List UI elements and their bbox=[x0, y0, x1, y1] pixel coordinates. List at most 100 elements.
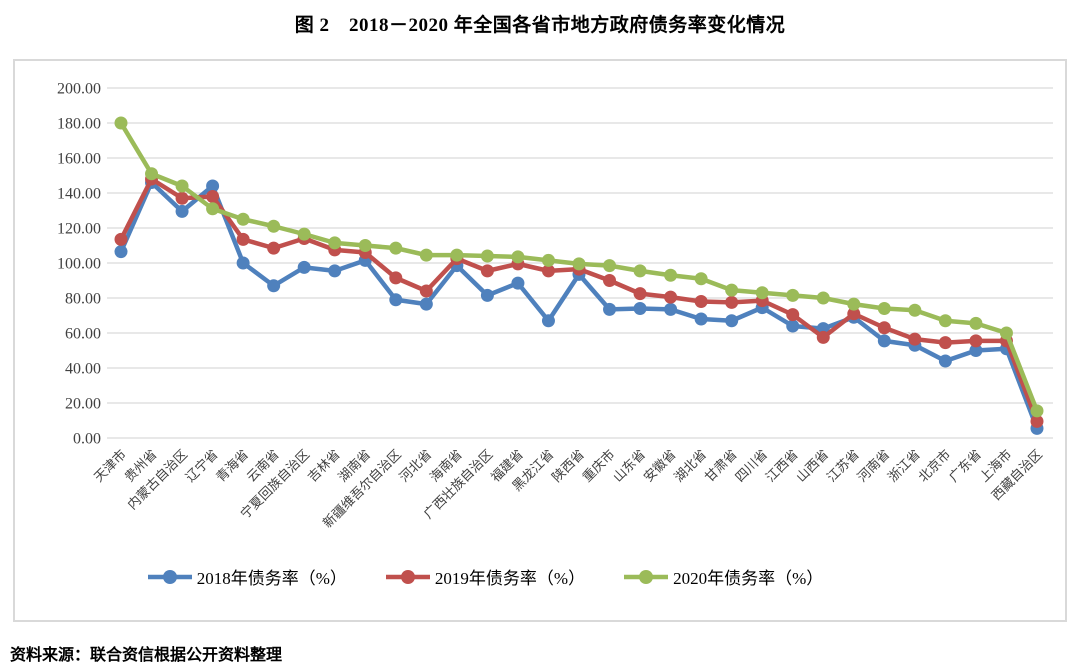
data-point-2018-新疆维吾尔自治区 bbox=[389, 293, 403, 307]
data-point-2020-湖南省 bbox=[358, 239, 372, 252]
data-point-2018-黑龙江省 bbox=[541, 314, 555, 328]
series-line-2019 bbox=[118, 176, 1040, 424]
data-point-2019-浙江省 bbox=[908, 332, 922, 346]
data-point-2018-天津市 bbox=[114, 245, 128, 259]
data-point-2020-广西壮族自治区 bbox=[480, 249, 494, 263]
x-axis-label: 四川省 bbox=[732, 447, 770, 485]
x-axis-label: 天津市 bbox=[91, 447, 129, 485]
data-point-2019-安徽省 bbox=[664, 290, 678, 304]
data-point-2019-湖北省 bbox=[694, 295, 708, 308]
y-tick-label: 60.00 bbox=[65, 326, 101, 343]
data-point-2018-广东省 bbox=[969, 344, 983, 357]
x-axis-label: 吉林省 bbox=[305, 447, 343, 485]
data-point-2019-西藏自治区 bbox=[1030, 414, 1044, 428]
data-point-2019-辽宁省 bbox=[206, 190, 220, 203]
data-point-2020-江西省 bbox=[786, 288, 800, 302]
data-point-2020-黑龙江省 bbox=[541, 253, 555, 267]
legend-item-2019: 2019年债务率（%） bbox=[385, 564, 585, 589]
data-point-2020-重庆市 bbox=[603, 259, 617, 273]
data-point-2018-甘肃省 bbox=[725, 314, 739, 328]
legend-item-2018: 2018年债务率（%） bbox=[147, 564, 347, 589]
x-axis-label: 重庆市 bbox=[579, 447, 617, 485]
line-chart-plot: 0.00 20.00 40.00 60.00 80.00 100.00 120.00 140.… bbox=[57, 81, 1053, 531]
data-point-2020-内蒙古自治区 bbox=[175, 179, 189, 193]
source-note: 资料来源：联合资信根据公开资料整理 bbox=[10, 647, 283, 664]
data-point-2020-四川省 bbox=[755, 286, 769, 300]
data-point-2018-重庆市 bbox=[603, 302, 617, 316]
data-point-2020-上海市 bbox=[999, 326, 1013, 340]
data-point-2019-山西省 bbox=[816, 330, 830, 344]
data-point-2019-黑龙江省 bbox=[541, 264, 555, 278]
data-point-2019-广西壮族自治区 bbox=[480, 264, 494, 278]
x-axis-label: 安徽省 bbox=[641, 447, 679, 485]
data-point-2020-广东省 bbox=[969, 316, 983, 330]
data-point-2018-云南省 bbox=[267, 279, 281, 293]
x-axis-label: 北京市 bbox=[915, 447, 953, 485]
data-point-2020-湖北省 bbox=[694, 272, 708, 286]
legend-label-2020: 2020年债务率（%） bbox=[673, 569, 824, 588]
data-point-2020-陕西省 bbox=[572, 257, 586, 271]
data-point-2019-内蒙古自治区 bbox=[175, 191, 189, 205]
y-tick-label: 140.00 bbox=[57, 186, 101, 203]
data-point-2019-广东省 bbox=[969, 334, 983, 348]
data-point-2020-海南省 bbox=[450, 248, 464, 262]
data-point-2018-宁夏回族自治区 bbox=[297, 260, 311, 274]
data-point-2020-山西省 bbox=[816, 291, 830, 305]
data-point-2018-青海省 bbox=[236, 256, 250, 270]
data-point-2020-吉林省 bbox=[328, 236, 342, 250]
data-point-2019-天津市 bbox=[114, 232, 128, 246]
x-axis-label: 辽宁省 bbox=[183, 447, 221, 485]
data-point-2020-浙江省 bbox=[908, 303, 922, 317]
data-point-2020-北京市 bbox=[938, 314, 952, 328]
legend-item-2020: 2020年债务率（%） bbox=[623, 564, 823, 589]
y-tick-label: 20.00 bbox=[65, 396, 101, 413]
data-point-2019-河北省 bbox=[419, 284, 433, 298]
data-point-2020-江苏省 bbox=[847, 297, 861, 311]
x-axis-label: 湖北省 bbox=[671, 447, 709, 485]
x-axis-label: 江苏省 bbox=[824, 447, 862, 485]
data-point-2018-吉林省 bbox=[328, 264, 342, 278]
data-point-2019-北京市 bbox=[938, 336, 952, 350]
data-point-2020-河北省 bbox=[419, 248, 433, 262]
data-point-2018-广西壮族自治区 bbox=[480, 288, 494, 302]
y-tick-label: 80.00 bbox=[65, 291, 101, 308]
x-axis-label: 山东省 bbox=[610, 447, 648, 485]
x-axis-label: 青海省 bbox=[213, 447, 251, 485]
data-point-2018-内蒙古自治区 bbox=[175, 204, 189, 218]
data-point-2020-河南省 bbox=[877, 302, 891, 315]
data-point-2018-山东省 bbox=[633, 302, 647, 315]
x-axis-label: 江西省 bbox=[763, 447, 801, 485]
data-point-2018-江西省 bbox=[786, 319, 800, 333]
data-point-2020-贵州省 bbox=[145, 167, 159, 181]
x-axis-label: 河南省 bbox=[854, 447, 892, 485]
data-point-2018-安徽省 bbox=[664, 302, 678, 316]
data-point-2019-云南省 bbox=[267, 241, 281, 255]
data-point-2020-山东省 bbox=[633, 264, 647, 278]
data-point-2020-辽宁省 bbox=[206, 202, 220, 216]
chart-legend: 2018年债务率（%） 2019年债务率（%） 2020年债务率（%） bbox=[0, 564, 1010, 589]
x-axis-label: 河北省 bbox=[396, 447, 434, 485]
data-point-2018-北京市 bbox=[938, 354, 952, 368]
legend-label-2019: 2019年债务率（%） bbox=[434, 569, 586, 588]
data-point-2020-甘肃省 bbox=[725, 283, 739, 297]
legend-marker-2018-icon bbox=[147, 569, 192, 584]
data-point-2020-宁夏回族自治区 bbox=[297, 227, 311, 241]
series-line-2018 bbox=[118, 180, 1040, 431]
data-point-2019-山东省 bbox=[633, 287, 647, 301]
x-axis-label: 陕西省 bbox=[549, 447, 587, 485]
data-point-2020-青海省 bbox=[236, 212, 250, 226]
chart-title: 图 2 2018－2020 年全国各省市地方政府债务率变化情况 bbox=[294, 15, 786, 36]
y-tick-label: 180.00 bbox=[57, 116, 101, 133]
legend-label-2018: 2018年债务率（%） bbox=[196, 569, 347, 588]
data-point-2018-辽宁省 bbox=[206, 179, 220, 193]
x-axis-label: 广东省 bbox=[946, 447, 984, 485]
y-tick-label: 100.00 bbox=[57, 256, 101, 273]
data-point-2020-云南省 bbox=[267, 219, 281, 233]
data-point-2019-河南省 bbox=[877, 321, 891, 335]
legend-marker-2020-icon bbox=[624, 569, 669, 584]
data-point-2019-新疆维吾尔自治区 bbox=[389, 271, 403, 285]
y-tick-label: 160.00 bbox=[57, 151, 101, 168]
data-point-2020-天津市 bbox=[114, 116, 128, 130]
data-point-2019-重庆市 bbox=[603, 274, 617, 287]
chart-frame: 0.00 20.00 40.00 60.00 80.00 100.00 120.00 140.… bbox=[13, 59, 1067, 622]
